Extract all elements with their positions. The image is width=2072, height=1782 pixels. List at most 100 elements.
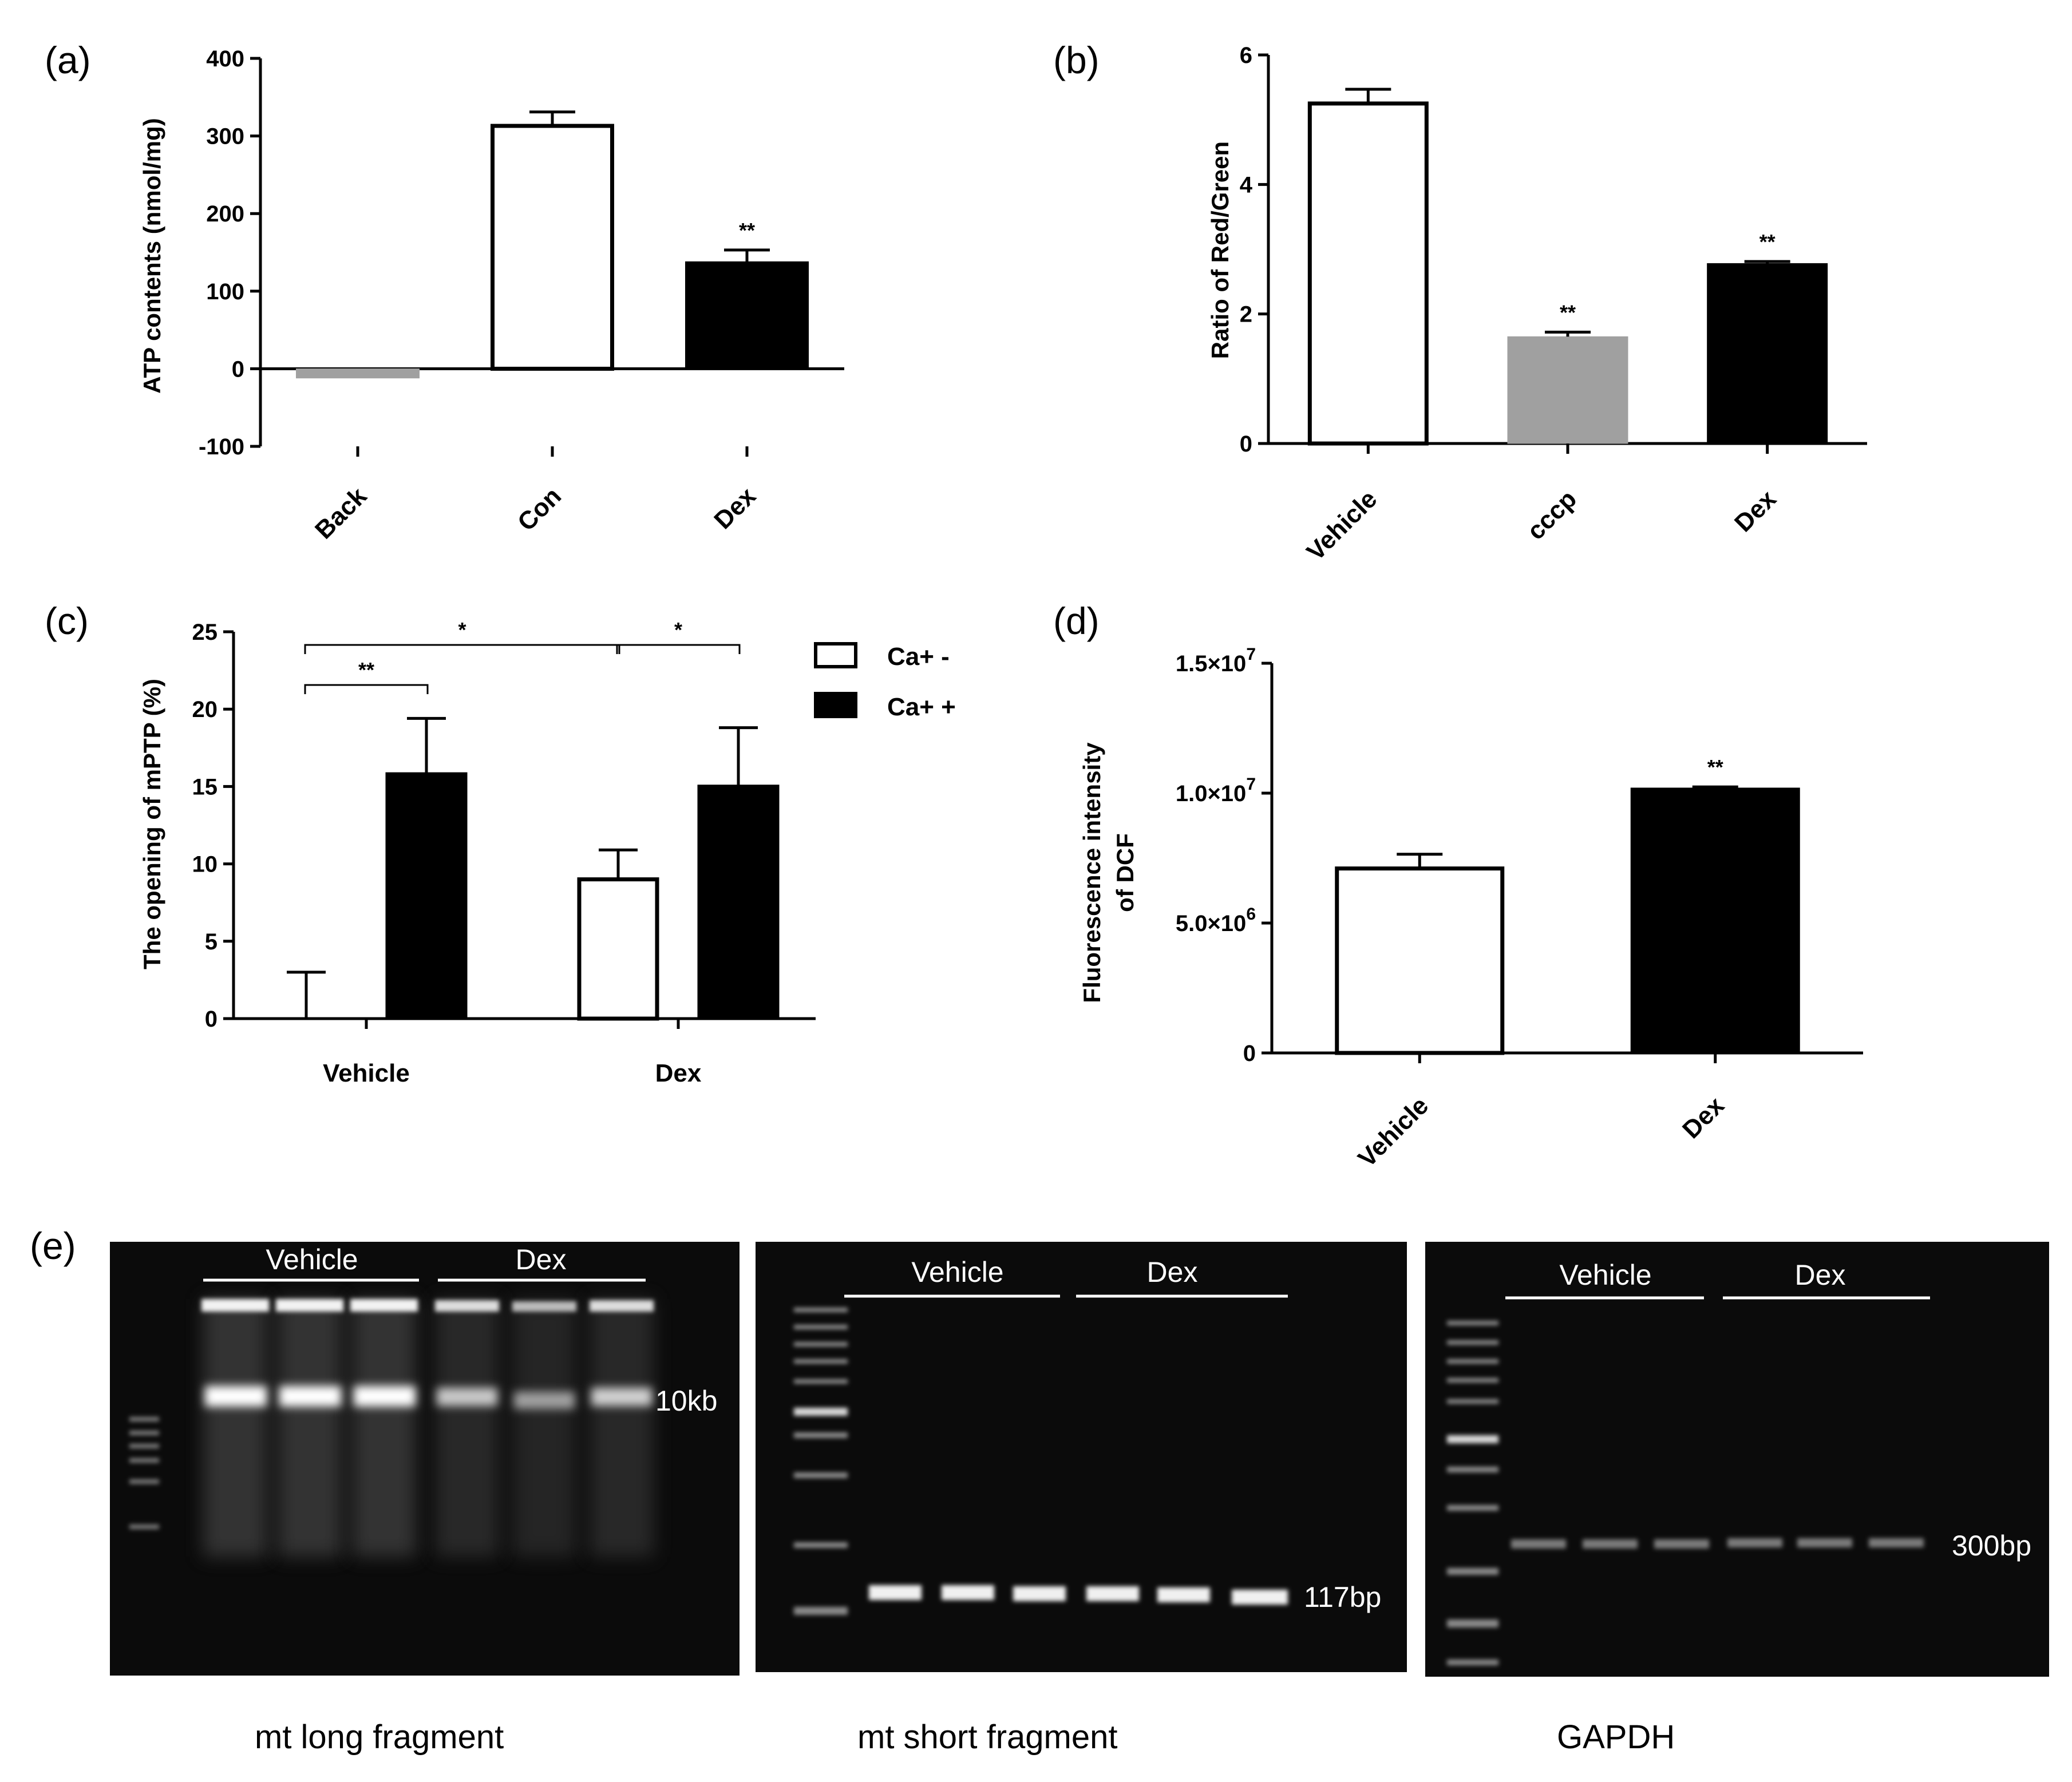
- panel-label-a: (a): [45, 39, 91, 81]
- y-tick-label: 2: [1240, 302, 1252, 327]
- y-axis-label-b: Ratio of Red/Green: [1207, 141, 1233, 359]
- bar-dex-ca: [697, 785, 780, 1019]
- y-tick-label: 15: [192, 774, 218, 799]
- panel-d: (d) Fluorescence intensity of DCF 0 5.0×1…: [1053, 600, 1863, 1173]
- x-tick-label-dex: Dex: [655, 1059, 702, 1087]
- gel-long-group-dex: Dex: [516, 1244, 567, 1276]
- bar-con: [491, 124, 614, 371]
- y-tick-label: 200: [206, 201, 244, 227]
- bar-dex-ca: [577, 877, 659, 1021]
- x-tick-label-dex: Dex: [709, 482, 761, 534]
- y-tick-label: 400: [206, 46, 244, 72]
- x-tick-label-vehicle: Vehicle: [1353, 1091, 1434, 1173]
- plot-area-b: 0 2 4 6 Vehicle ** cccp ** Dex: [1240, 43, 1867, 566]
- y-tick-mantissa: 0: [1243, 1041, 1256, 1066]
- legend-label-ca-minus: Ca+ -: [887, 643, 950, 671]
- bar-dex: [1707, 263, 1828, 444]
- ladder-gapdh: [1447, 1321, 1498, 1665]
- y-axis-label-d-line1: Fluorescence intensity: [1078, 742, 1105, 1003]
- significance-label: *: [458, 618, 466, 641]
- y-tick-label: 6: [1240, 43, 1252, 68]
- y-tick-label: 0: [1243, 1041, 1256, 1066]
- gel-short-caption: mt short fragment: [857, 1718, 1117, 1756]
- gel-gapdh-group-dex: Dex: [1795, 1259, 1846, 1291]
- panel-c: (c) The opening of mPTP (%) 0 5 10 15 20 25 Ve…: [45, 600, 956, 1087]
- gel-image-short: Vehicle Dex 117bp: [756, 1242, 1407, 1672]
- y-tick-label: 25: [192, 620, 218, 645]
- bar-vehicle-ca: [385, 772, 468, 1019]
- x-tick-label-dex: Dex: [1677, 1091, 1730, 1144]
- y-tick-label: 300: [206, 124, 244, 149]
- panel-b: (b) Ratio of Red/Green 0 2 4 6 Vehicle ** cccp…: [1053, 39, 1867, 566]
- plot-area-a: -100 0 100 200 300 400 Back Con ** Dex: [199, 46, 844, 544]
- y-tick-label: 5: [205, 929, 218, 955]
- bands-short: [869, 1585, 1288, 1605]
- y-tick-label: 1.5×107: [1176, 645, 1256, 676]
- significance-dex: **: [739, 219, 755, 242]
- y-tick-label: 1.0×107: [1176, 775, 1256, 806]
- x-tick-label-vehicle: Vehicle: [1302, 485, 1383, 566]
- y-tick-mantissa: 1.5×10: [1176, 651, 1246, 676]
- y-tick-label: 10: [192, 852, 218, 877]
- significance-bracket: [616, 644, 741, 654]
- y-tick-exponent: 7: [1246, 645, 1256, 664]
- panel-label-d: (d): [1053, 600, 1100, 642]
- y-tick-label: 0: [1240, 431, 1252, 457]
- bar-dex: [685, 261, 809, 369]
- significance-label: *: [674, 618, 682, 641]
- y-tick-exponent: 6: [1246, 905, 1256, 924]
- lanes-long: [201, 1299, 654, 1557]
- bar-back: [296, 368, 420, 379]
- bar-dex: [1630, 787, 1800, 1054]
- panel-a: (a) ATP contents (nmol/mg) -100 0 100 200 30…: [45, 39, 844, 544]
- y-tick-mantissa: 5.0×10: [1176, 911, 1246, 936]
- legend-label-ca-plus: Ca+ +: [887, 693, 956, 721]
- bar-vehicle: [1335, 866, 1505, 1055]
- bar-vehicle: [1307, 101, 1429, 446]
- gel-short-group-vehicle: Vehicle: [911, 1256, 1003, 1288]
- y-axis-label-d-line2: of DCF: [1112, 833, 1138, 912]
- gel-image-long: Vehicle Dex 10kb: [110, 1242, 740, 1676]
- gel-gapdh-size-label: 300bp: [1952, 1530, 2031, 1562]
- ladder-long: [129, 1417, 159, 1529]
- gel-long-group-vehicle: Vehicle: [266, 1244, 358, 1276]
- bar-cccp: [1507, 336, 1628, 444]
- y-tick-label: 4: [1240, 172, 1253, 197]
- panel-e: (e): [30, 1225, 2049, 1756]
- gel-image-gapdh: Vehicle Dex 300bp: [1425, 1242, 2049, 1677]
- y-tick-label: 0: [205, 1007, 218, 1032]
- y-tick-mantissa: 1.0×10: [1176, 781, 1246, 806]
- legend-swatch-ca-plus: [814, 692, 857, 718]
- y-tick-label: 100: [206, 279, 244, 304]
- panel-label-c: (c): [45, 600, 89, 642]
- gel-long-caption: mt long fragment: [255, 1718, 504, 1756]
- x-tick-label-dex: Dex: [1729, 485, 1782, 537]
- x-tick-label-cccp: cccp: [1522, 485, 1583, 545]
- panel-label-b: (b): [1053, 39, 1100, 81]
- y-tick-exponent: 7: [1246, 775, 1256, 794]
- significance-dex: **: [1707, 755, 1723, 779]
- panel-label-e: (e): [30, 1225, 76, 1267]
- legend-swatch-ca-minus: [814, 642, 857, 668]
- legend-c: Ca+ - Ca+ +: [814, 642, 956, 721]
- gel-long-size-label: 10kb: [655, 1385, 717, 1417]
- y-axis-label-c: The opening of mPTP (%): [139, 679, 165, 969]
- significance-dex: **: [1759, 230, 1776, 254]
- significance-bracket: [304, 644, 620, 654]
- bands-gapdh: [1511, 1538, 1924, 1549]
- ladder-short: [794, 1308, 848, 1615]
- y-tick-label: 5.0×106: [1176, 905, 1256, 936]
- x-tick-label-back: Back: [310, 482, 372, 544]
- x-tick-label-con: Con: [512, 482, 567, 536]
- y-tick-label: -100: [199, 434, 244, 460]
- y-tick-label: 20: [192, 697, 218, 722]
- significance-cccp: **: [1560, 300, 1576, 324]
- gel-short-group-dex: Dex: [1147, 1256, 1198, 1288]
- gel-short-size-label: 117bp: [1304, 1581, 1381, 1613]
- y-axis-label-a: ATP contents (nmol/mg): [139, 118, 165, 393]
- significance-bracket: [304, 684, 429, 694]
- gel-gapdh-group-vehicle: Vehicle: [1559, 1259, 1651, 1291]
